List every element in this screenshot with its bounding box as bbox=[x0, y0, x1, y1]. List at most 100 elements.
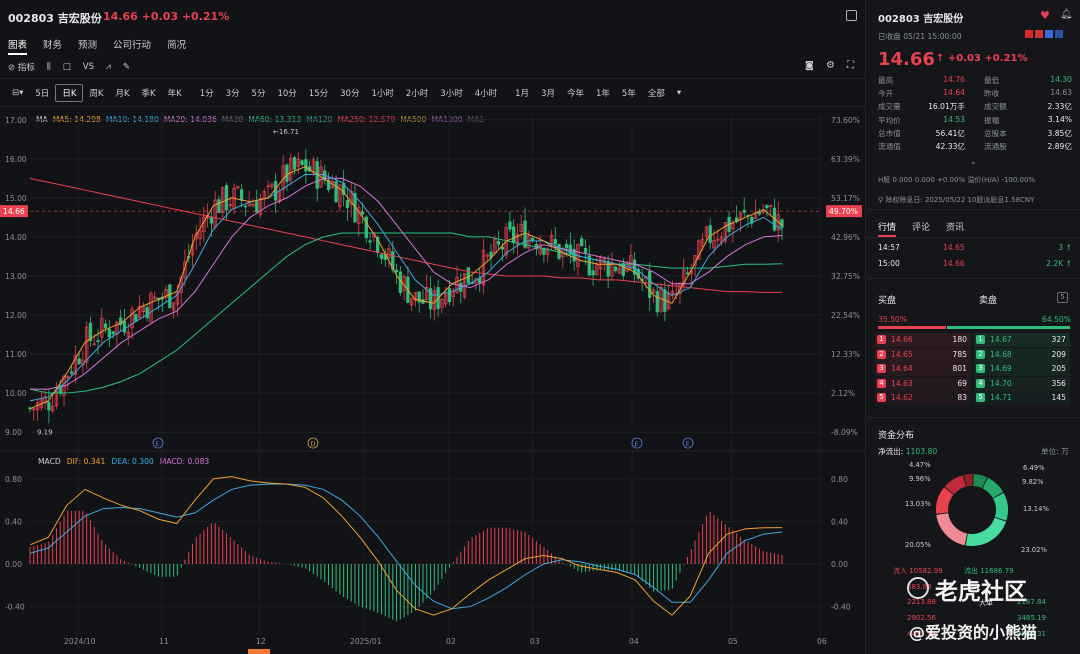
fund-breakdown-value: 2213.88 bbox=[907, 598, 936, 606]
tab-finance[interactable]: 财务 bbox=[43, 40, 63, 51]
tab-chart[interactable]: 图表 bbox=[8, 37, 28, 55]
collapse-chevron-icon[interactable]: ⌄ bbox=[970, 157, 977, 166]
tab-corporate-actions[interactable]: 公司行动 bbox=[113, 40, 152, 51]
bid-row[interactable]: 4 14.63 69 bbox=[875, 376, 971, 391]
bid-row[interactable]: 2 14.65 785 bbox=[875, 347, 971, 362]
period-menu-icon[interactable]: ⊟▾ bbox=[12, 88, 24, 98]
candle-body bbox=[368, 240, 372, 243]
candle-body bbox=[500, 246, 505, 250]
period-option[interactable]: 5日 bbox=[35, 89, 50, 99]
period-option[interactable]: 2小时 bbox=[405, 89, 429, 99]
macd-legend-item[interactable]: DIF: 0.341 bbox=[66, 457, 106, 466]
rect-draw-icon[interactable]: □ bbox=[62, 62, 71, 72]
y-tick-label: 9.00 bbox=[5, 428, 22, 437]
candle-body bbox=[103, 323, 108, 329]
stat-label: 今开 bbox=[878, 89, 894, 99]
candle-body bbox=[198, 229, 202, 239]
ask-row[interactable]: 4 14.70 356 bbox=[974, 376, 1070, 391]
price-chart[interactable]: 17.00 16.00 15.00 14.00 13.00 12.00 11.00 10.00… bbox=[0, 106, 866, 654]
period-option[interactable]: 5分 bbox=[251, 89, 266, 99]
period-option[interactable]: 4小时 bbox=[474, 89, 498, 99]
chart-style-icon[interactable]: ⩘ bbox=[106, 62, 111, 72]
bid-row[interactable]: 1 14.66 180 bbox=[875, 333, 971, 347]
period-option[interactable]: 15分 bbox=[308, 89, 329, 99]
macd-tick-label: 0.40 bbox=[5, 517, 22, 526]
bid-row[interactable]: 3 14.64 801 bbox=[875, 362, 971, 376]
macd-tick-right-label: 0.00 bbox=[831, 560, 848, 569]
tick-volume: 2.2K ↑ bbox=[1046, 259, 1072, 268]
candle-body bbox=[425, 286, 429, 301]
draw-pen-icon[interactable]: ✎ bbox=[122, 62, 130, 72]
candle-body bbox=[568, 244, 573, 255]
depth-selector[interactable]: 5 bbox=[1057, 292, 1068, 303]
favorite-heart-icon[interactable]: ♥ bbox=[1040, 9, 1050, 22]
candle-type-icon[interactable]: ⫼ bbox=[46, 62, 51, 72]
fund-breakdown-value: 大单 bbox=[979, 599, 993, 607]
period-option[interactable]: 3小时 bbox=[440, 89, 463, 99]
macd-legend-item[interactable]: MACD: 0.083 bbox=[159, 457, 210, 466]
period-option[interactable]: 1分 bbox=[199, 89, 214, 99]
period-option[interactable]: 季K bbox=[141, 89, 156, 99]
period-option[interactable]: 周K bbox=[89, 89, 104, 99]
bid-ask-bar bbox=[878, 326, 1070, 329]
period-option[interactable]: 全部 bbox=[647, 89, 665, 99]
candle-body bbox=[175, 291, 180, 305]
period-option[interactable]: 10分 bbox=[277, 89, 297, 99]
bell-icon[interactable]: 🔔︎ bbox=[1060, 9, 1073, 20]
bid-level-badge: 1 bbox=[877, 335, 886, 344]
period-option[interactable]: 3分 bbox=[225, 89, 240, 99]
ask-row[interactable]: 2 14.68 209 bbox=[974, 347, 1070, 362]
period-option[interactable]: 1小时 bbox=[371, 89, 394, 99]
candle-body bbox=[341, 182, 346, 195]
tab-profile[interactable]: 简况 bbox=[167, 40, 187, 51]
stat-value: 56.41亿 bbox=[935, 128, 965, 138]
period-option[interactable]: 3月 bbox=[541, 89, 555, 99]
tab-quotes[interactable]: 行情 bbox=[878, 220, 897, 237]
tab-comments[interactable]: 评论 bbox=[912, 223, 931, 233]
settings-icon[interactable]: ⚙ bbox=[826, 60, 835, 71]
candle-body bbox=[757, 211, 761, 215]
x-axis-label: 2025/01 bbox=[350, 637, 382, 646]
stat-label: 昨收 bbox=[984, 89, 1000, 99]
period-dropdown-icon[interactable]: ▾ bbox=[676, 88, 682, 98]
period-option[interactable]: 月K bbox=[115, 89, 130, 99]
candle-body bbox=[122, 320, 127, 333]
candle-body bbox=[508, 221, 512, 230]
expand-icon[interactable] bbox=[846, 10, 857, 21]
candle-body bbox=[304, 159, 308, 172]
tab-news[interactable]: 资讯 bbox=[946, 223, 965, 233]
candle-body bbox=[708, 225, 712, 243]
ask-price: 14.71 bbox=[990, 393, 1012, 402]
candle-body bbox=[119, 317, 123, 325]
candle-body bbox=[251, 203, 255, 207]
candle-body bbox=[564, 243, 569, 249]
period-option[interactable]: 1年 bbox=[596, 89, 610, 99]
candle-body bbox=[357, 207, 361, 224]
ask-row[interactable]: 5 14.71 145 bbox=[974, 391, 1070, 405]
candle-body bbox=[266, 185, 270, 188]
vs-button[interactable]: VS bbox=[82, 62, 95, 72]
candle-body bbox=[712, 240, 716, 249]
candle-body bbox=[73, 355, 77, 375]
stat-label: 振幅 bbox=[984, 115, 1000, 125]
bid-row[interactable]: 5 14.62 83 bbox=[875, 391, 971, 405]
ask-row[interactable]: 3 14.69 205 bbox=[974, 362, 1070, 376]
fullscreen-icon[interactable]: ⛶ bbox=[847, 60, 854, 71]
stat-label: 最低 bbox=[984, 76, 1000, 85]
macd-legend-item[interactable]: MACD bbox=[38, 457, 61, 466]
macd-legend-item[interactable]: DEA: 0.300 bbox=[111, 457, 154, 466]
tab-forecast[interactable]: 预测 bbox=[78, 40, 98, 51]
period-option[interactable]: 5年 bbox=[621, 89, 636, 99]
stat-value: 14.30 bbox=[1050, 75, 1072, 84]
chart-header: 002803 吉宏股份 14.66 +0.03 +0.21% bbox=[0, 0, 866, 34]
period-option[interactable]: 今年 bbox=[566, 89, 584, 99]
bid-bar bbox=[878, 326, 947, 329]
period-option[interactable]: 30分 bbox=[340, 89, 360, 99]
camera-icon[interactable]: ◙ bbox=[805, 61, 814, 71]
period-option[interactable]: 1月 bbox=[515, 89, 530, 99]
indicator-button[interactable]: ⊘ 指标 bbox=[8, 63, 35, 73]
ask-row[interactable]: 1 14.67 327 bbox=[974, 333, 1070, 347]
current-pct-label: 49.70% bbox=[829, 207, 858, 216]
period-option[interactable]: 年K bbox=[167, 89, 182, 99]
period-option[interactable]: 日K bbox=[55, 84, 84, 102]
